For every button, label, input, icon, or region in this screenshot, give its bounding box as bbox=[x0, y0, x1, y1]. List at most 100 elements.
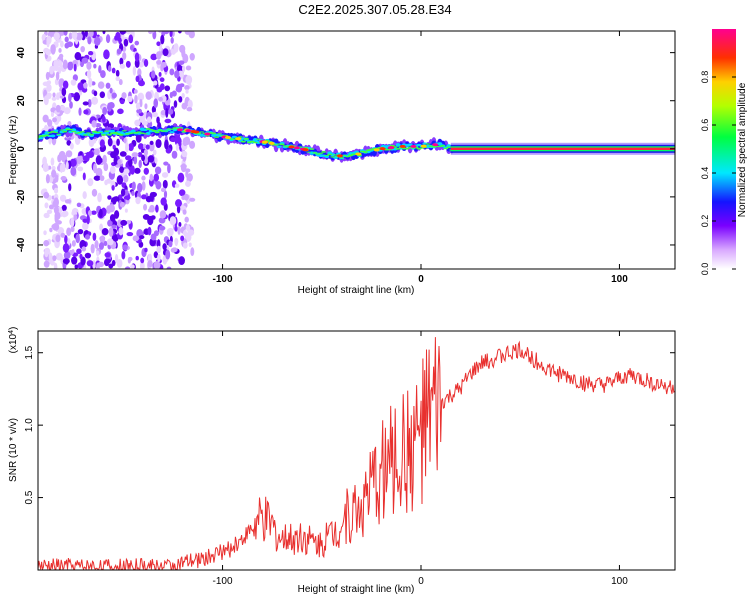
noise-speckle bbox=[52, 200, 57, 208]
ridge-blob bbox=[83, 134, 89, 136]
noise-speckle bbox=[79, 151, 83, 156]
noise-speckle bbox=[66, 140, 72, 146]
noise-speckle bbox=[51, 165, 56, 171]
noise-speckle bbox=[185, 224, 190, 232]
noise-speckle bbox=[180, 163, 187, 173]
noise-speckle bbox=[64, 136, 72, 141]
snr-frame bbox=[37, 330, 676, 571]
noise-speckle bbox=[132, 235, 140, 242]
noise-speckle bbox=[69, 101, 73, 109]
noise-speckle bbox=[63, 107, 71, 115]
noise-speckle bbox=[124, 266, 131, 269]
noise-speckle bbox=[102, 154, 107, 165]
noise-speckle bbox=[108, 263, 114, 269]
noise-speckle bbox=[162, 179, 168, 189]
noise-speckle bbox=[147, 226, 152, 236]
noise-speckle bbox=[100, 70, 106, 79]
noise-speckle bbox=[83, 109, 89, 115]
noise-speckle bbox=[135, 102, 141, 110]
ridge-blob bbox=[348, 154, 354, 157]
noise-speckle bbox=[48, 204, 54, 210]
noise-speckle bbox=[98, 208, 103, 218]
noise-speckle bbox=[144, 103, 148, 110]
noise-speckle bbox=[138, 159, 142, 169]
ridge-blob bbox=[80, 131, 86, 133]
noise-speckle bbox=[105, 82, 111, 89]
noise-speckle bbox=[91, 210, 97, 215]
noise-speckle bbox=[123, 174, 129, 183]
noise-speckle bbox=[130, 264, 135, 269]
noise-speckle bbox=[118, 79, 123, 86]
noise-speckle bbox=[76, 202, 82, 208]
noise-speckle bbox=[143, 143, 147, 149]
noise-speckle bbox=[64, 235, 68, 244]
noise-speckle bbox=[134, 94, 138, 104]
noise-speckle bbox=[176, 205, 181, 214]
noise-speckle bbox=[163, 190, 168, 199]
noise-speckle bbox=[185, 89, 189, 94]
noise-speckle bbox=[104, 252, 111, 258]
ridge-hotspot bbox=[177, 128, 184, 132]
noise-speckle bbox=[59, 163, 64, 174]
ridge-blob bbox=[118, 134, 124, 136]
noise-speckle bbox=[109, 165, 116, 174]
noise-speckle bbox=[121, 251, 126, 260]
noise-speckle bbox=[167, 163, 171, 174]
noise-speckle bbox=[107, 137, 113, 147]
noise-speckle bbox=[83, 82, 88, 89]
noise-speckle bbox=[187, 99, 193, 109]
ridge-blob bbox=[163, 130, 169, 132]
ridge-blob bbox=[53, 131, 59, 134]
noise-speckle bbox=[177, 31, 182, 34]
noise-speckle bbox=[55, 104, 61, 113]
noise-speckle bbox=[139, 261, 145, 269]
noise-speckle bbox=[59, 110, 64, 116]
noise-speckle bbox=[53, 32, 60, 41]
noise-speckle bbox=[181, 48, 186, 59]
noise-speckle bbox=[63, 251, 71, 260]
noise-speckle bbox=[154, 157, 158, 164]
noise-speckle bbox=[173, 43, 178, 54]
ridge-blob bbox=[145, 131, 151, 136]
noise-speckle bbox=[139, 235, 145, 240]
ridge-blob bbox=[121, 130, 127, 132]
noise-speckle bbox=[145, 91, 152, 100]
noise-speckle bbox=[75, 233, 80, 244]
ridge-blob bbox=[106, 133, 112, 136]
noise-speckle bbox=[177, 225, 181, 235]
ridge-blob bbox=[395, 148, 401, 150]
spectrogram-y-tick-label: 0 bbox=[16, 146, 27, 152]
noise-speckle bbox=[119, 151, 127, 157]
noise-speckle bbox=[148, 31, 153, 35]
noise-speckle bbox=[184, 84, 190, 91]
noise-speckle bbox=[158, 72, 162, 77]
noise-speckle bbox=[124, 208, 128, 213]
noise-speckle bbox=[184, 31, 192, 35]
noise-speckle bbox=[107, 219, 113, 227]
noise-speckle bbox=[182, 137, 188, 147]
noise-speckle bbox=[146, 116, 152, 123]
noise-speckle bbox=[86, 61, 92, 70]
ridge-blob bbox=[169, 128, 175, 130]
noise-speckle bbox=[64, 36, 69, 43]
noise-speckle bbox=[137, 143, 144, 150]
noise-speckle bbox=[119, 57, 124, 66]
ridge-blob bbox=[339, 157, 345, 159]
noise-speckle bbox=[153, 98, 159, 109]
noise-speckle bbox=[156, 41, 161, 47]
spectrogram-x-tick-label: 100 bbox=[611, 274, 628, 285]
noise-speckle bbox=[55, 71, 60, 81]
noise-speckle bbox=[184, 216, 189, 223]
noise-speckle bbox=[97, 192, 102, 203]
noise-speckle bbox=[58, 78, 63, 88]
ridge-blob bbox=[112, 131, 118, 134]
noise-speckle bbox=[189, 197, 196, 202]
noise-speckle bbox=[70, 79, 77, 86]
noise-speckle bbox=[88, 209, 92, 217]
noise-speckle bbox=[56, 92, 60, 100]
noise-speckle bbox=[137, 152, 143, 158]
ridge-blob bbox=[306, 151, 312, 153]
ridge-hotspot bbox=[302, 148, 309, 152]
noise-speckle bbox=[142, 120, 148, 126]
noise-speckle bbox=[178, 256, 185, 266]
